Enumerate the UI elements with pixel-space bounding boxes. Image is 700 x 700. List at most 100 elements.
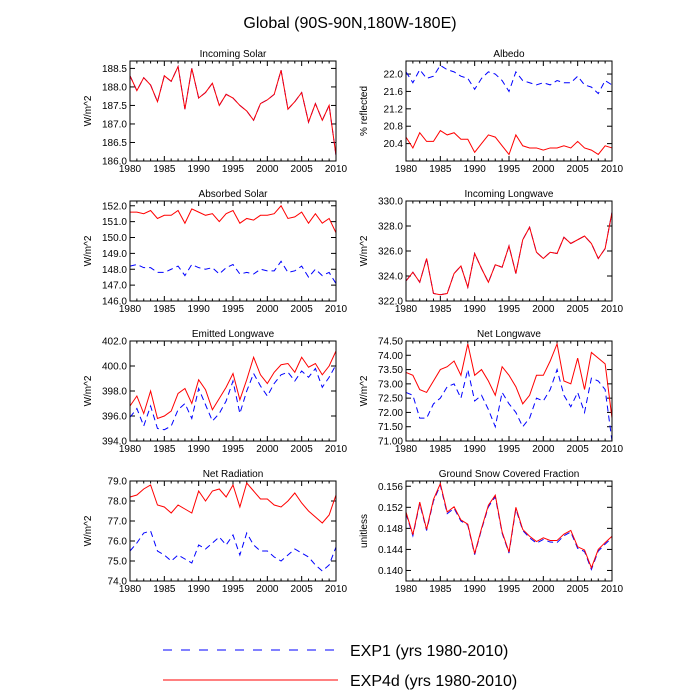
series-line-exp1 <box>405 64 613 95</box>
x-tick-label: 2005 <box>291 164 314 175</box>
x-tick-label: 1995 <box>222 444 245 455</box>
y-tick-label: 74.0 <box>108 577 128 588</box>
x-tick-label: 1985 <box>153 444 176 455</box>
y-tick-label: 188.0 <box>102 82 127 93</box>
series-line-exp4d <box>405 129 613 156</box>
y-tick-label: 71.00 <box>378 437 403 448</box>
y-tick-label: 402.0 <box>102 337 127 348</box>
panel-title: Net Longwave <box>477 329 541 340</box>
y-tick-label: 0.144 <box>378 545 403 556</box>
y-tick-label: 0.148 <box>378 524 403 535</box>
y-tick-label: 151.0 <box>102 217 127 228</box>
x-tick-label: 2000 <box>532 164 555 175</box>
x-tick-label: 1990 <box>464 164 487 175</box>
y-tick-label: 75.0 <box>108 557 128 568</box>
y-tick-label: 400.0 <box>102 362 127 373</box>
x-tick-label: 2000 <box>256 584 279 595</box>
legend: EXP1 (yrs 1980-2010) EXP4d (yrs 1980-201… <box>163 643 517 690</box>
series-line-exp4d <box>405 342 613 419</box>
y-tick-label: 146.0 <box>102 297 127 308</box>
y-axis-label: W/m^2 <box>83 375 94 406</box>
panel-incoming-solar: Incoming Solar W/m^2 188.5 188.0 187.5 187.0 1… <box>83 49 348 175</box>
y-tick-label: 78.0 <box>108 497 128 508</box>
series-line-exp4d <box>405 482 613 570</box>
panel-title: Incoming Solar <box>200 49 267 60</box>
y-tick-label: 150.0 <box>102 233 127 244</box>
x-tick-label: 2005 <box>567 164 590 175</box>
series-line-exp1 <box>129 364 337 431</box>
x-tick-label: 1985 <box>429 444 452 455</box>
x-tick-label: 2000 <box>256 164 279 175</box>
x-tick-label: 1980 <box>395 444 418 455</box>
x-tick-label: 2000 <box>532 304 555 315</box>
y-tick-label: 326.0 <box>378 247 403 258</box>
x-tick-label: 1990 <box>464 304 487 315</box>
y-tick-label: 76.0 <box>108 537 128 548</box>
y-tick-label: 79.0 <box>108 477 128 488</box>
x-tick-label: 1995 <box>498 304 521 315</box>
y-tick-label: 71.50 <box>378 422 403 433</box>
y-tick-label: 396.0 <box>102 412 127 423</box>
y-tick-label: 73.00 <box>378 379 403 390</box>
x-tick-label: 2010 <box>325 444 348 455</box>
x-tick-label: 2005 <box>291 304 314 315</box>
panel-emitted-longwave: Emitted Longwave W/m^2 402.0 400.0 398.0 396.… <box>83 329 348 455</box>
x-tick-label: 2000 <box>532 584 555 595</box>
y-tick-label: 74.50 <box>378 337 403 348</box>
y-tick-label: 0.152 <box>378 503 403 514</box>
series-line-exp4d <box>130 204 337 233</box>
x-tick-label: 1980 <box>395 164 418 175</box>
plot-frame <box>129 480 337 582</box>
x-tick-label: 2010 <box>601 304 624 315</box>
x-tick-label: 1980 <box>119 164 142 175</box>
series-line-exp1 <box>405 212 613 296</box>
panel-albedo: Albedo % reflected 22.0 21.6 21.2 20.8 20.4 198… <box>359 49 624 175</box>
x-tick-label: 1990 <box>188 444 211 455</box>
y-tick-label: 324.0 <box>378 272 403 283</box>
y-axis-label: W/m^2 <box>83 515 94 546</box>
y-axis-label: W/m^2 <box>359 235 370 266</box>
y-axis-label: W/m^2 <box>359 375 370 406</box>
x-tick-label: 1980 <box>395 584 418 595</box>
x-tick-label: 1980 <box>395 304 418 315</box>
series-line-exp4d <box>129 481 337 524</box>
panel-title: Absorbed Solar <box>199 189 269 200</box>
series-line-exp1 <box>405 367 613 442</box>
y-tick-label: 73.50 <box>378 365 403 376</box>
x-tick-label: 2005 <box>291 444 314 455</box>
y-tick-label: 148.0 <box>102 265 127 276</box>
y-tick-label: 187.5 <box>102 101 127 112</box>
plot-frame <box>129 200 337 302</box>
panel-net-radiation: Net Radiation W/m^2 79.0 78.0 77.0 76.0 75.0 74… <box>83 469 348 595</box>
x-tick-label: 2010 <box>325 304 348 315</box>
x-tick-label: 1985 <box>429 164 452 175</box>
y-tick-label: 394.0 <box>102 437 127 448</box>
y-tick-label: 0.140 <box>378 566 403 577</box>
y-tick-label: 21.2 <box>384 104 404 115</box>
x-tick-label: 2010 <box>325 584 348 595</box>
plot-frame <box>129 60 337 162</box>
x-tick-label: 2000 <box>256 444 279 455</box>
x-tick-label: 1985 <box>429 304 452 315</box>
y-axis-label: % reflected <box>359 86 370 136</box>
x-tick-label: 1995 <box>498 584 521 595</box>
x-tick-label: 1985 <box>153 304 176 315</box>
y-tick-label: 0.156 <box>378 482 403 493</box>
series-line-exp4d <box>129 350 337 420</box>
x-tick-label: 2010 <box>601 164 624 175</box>
x-tick-label: 1985 <box>429 584 452 595</box>
x-tick-label: 2005 <box>567 304 590 315</box>
panel-ground-snow-covered-fraction: Ground Snow Covered Fraction unitless 0.15… <box>359 469 624 595</box>
panel-title: Ground Snow Covered Fraction <box>439 469 580 480</box>
y-tick-label: 188.5 <box>102 64 127 75</box>
x-tick-label: 2010 <box>601 584 624 595</box>
y-tick-label: 186.0 <box>102 157 127 168</box>
y-tick-label: 149.0 <box>102 249 127 260</box>
x-tick-label: 1990 <box>188 164 211 175</box>
x-tick-label: 1995 <box>498 444 521 455</box>
y-tick-label: 328.0 <box>378 222 403 233</box>
panel-incoming-longwave: Incoming Longwave W/m^2 330.0 328.0 326.0 324… <box>359 189 624 315</box>
series-line-exp4d <box>129 64 337 156</box>
plot-frame <box>405 200 613 302</box>
y-tick-label: 398.0 <box>102 387 127 398</box>
